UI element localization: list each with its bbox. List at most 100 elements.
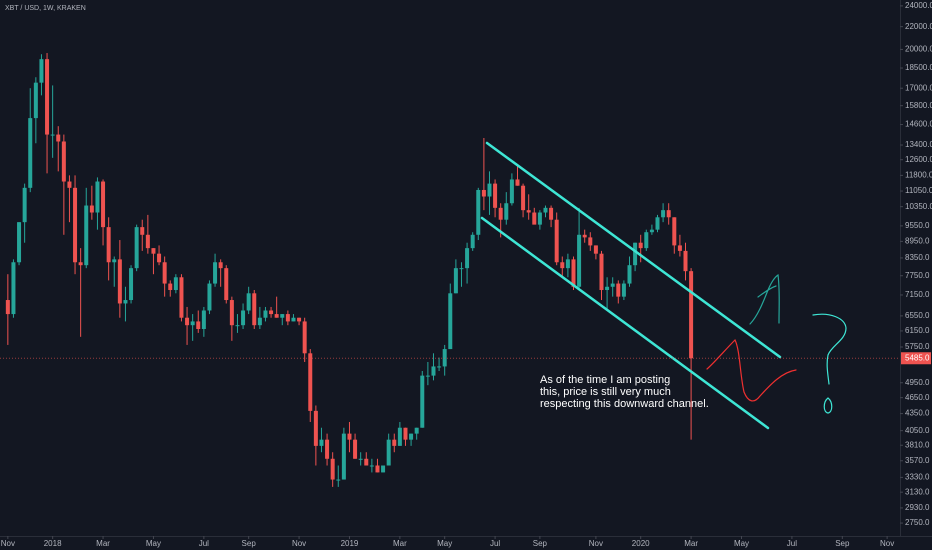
- y-tick-label: 4950.0: [905, 378, 930, 387]
- candle-body: [543, 207, 548, 213]
- candle-body: [504, 203, 509, 220]
- candle-body: [666, 210, 671, 218]
- candle-body: [280, 314, 285, 318]
- y-tick-label: 12600.0: [905, 155, 932, 164]
- candle-body: [252, 293, 257, 326]
- x-tick-label: Mar: [393, 539, 407, 548]
- candle-body: [112, 259, 117, 263]
- y-tick-label: 4350.0: [905, 409, 930, 418]
- candle-body: [218, 262, 223, 269]
- y-tick-label: 4050.0: [905, 426, 930, 435]
- candle-body: [381, 465, 386, 473]
- candle-body: [599, 253, 604, 291]
- candle-body: [229, 300, 234, 326]
- sketch-up: [749, 273, 780, 325]
- candle-body: [353, 439, 358, 459]
- candle-body: [582, 234, 587, 238]
- candle-body: [409, 433, 414, 440]
- candle-body: [207, 283, 212, 311]
- candle-body: [689, 271, 694, 359]
- candle-body: [168, 283, 173, 291]
- candle-body: [515, 179, 520, 186]
- candle-body: [162, 262, 167, 284]
- candle-body: [459, 268, 464, 270]
- candles: [5, 53, 694, 487]
- y-tick-label: 10350.0: [905, 202, 932, 211]
- y-tick-label: 11050.0: [905, 186, 932, 195]
- candle-body: [89, 205, 94, 213]
- y-tick-label: 18500.0: [905, 63, 932, 72]
- candle-body: [50, 134, 55, 136]
- candle-body: [246, 293, 251, 311]
- x-tick-label: 2018: [44, 539, 62, 548]
- candle-body: [11, 262, 16, 315]
- candle-body: [123, 300, 128, 304]
- x-tick-label: Nov: [1, 539, 15, 548]
- candle-body: [521, 185, 526, 211]
- candle-body: [269, 310, 274, 315]
- annotation-line: As of the time I am posting: [540, 374, 670, 386]
- candle-body: [487, 183, 492, 197]
- sketch-question: [812, 313, 847, 385]
- candle-body: [73, 187, 78, 263]
- y-tick-label: 7150.0: [905, 290, 930, 299]
- candle-body: [196, 321, 201, 330]
- x-tick-label: May: [146, 539, 161, 548]
- y-tick-label: 14600.0: [905, 120, 932, 129]
- candle-body: [129, 268, 134, 301]
- candle-body: [263, 310, 268, 318]
- candle-body: [313, 410, 318, 446]
- y-tick-label: 6150.0: [905, 326, 930, 335]
- candle-body: [554, 219, 559, 263]
- y-tick-label: 8350.0: [905, 253, 930, 262]
- channel-lower: [480, 216, 770, 430]
- candle-body: [476, 189, 481, 235]
- candle-body: [84, 205, 89, 266]
- candle-body: [308, 353, 313, 411]
- candle-body: [140, 227, 145, 235]
- candle-body: [241, 310, 246, 326]
- sketch-dot: [823, 397, 833, 414]
- y-tick-label: 8950.0: [905, 236, 930, 245]
- last-price-box: [901, 352, 931, 365]
- candle-body: [297, 317, 302, 322]
- candle-body: [493, 183, 498, 208]
- sketch-down: [706, 338, 797, 402]
- candle-body: [325, 439, 330, 459]
- x-tick-label: Nov: [880, 539, 894, 548]
- candle-body: [330, 458, 335, 480]
- y-tick-label: 3810.0: [905, 440, 930, 449]
- candle-body: [420, 375, 425, 428]
- y-tick-label: 3570.0: [905, 456, 930, 465]
- candle-body: [481, 189, 486, 197]
- candle-body: [369, 465, 374, 467]
- candle-body: [683, 250, 688, 272]
- candle-body: [633, 242, 638, 266]
- candle-body: [453, 268, 458, 294]
- candle-body: [571, 259, 576, 287]
- candle-body: [45, 59, 50, 135]
- x-tick-label: 2020: [632, 539, 650, 548]
- candle-body: [157, 253, 162, 263]
- candle-body: [403, 427, 408, 440]
- candle-body: [134, 227, 139, 269]
- x-tick-label: Jul: [787, 539, 797, 548]
- candle-body: [526, 210, 531, 213]
- candle-body: [190, 321, 195, 326]
- candle-body: [397, 427, 402, 446]
- candle-body: [431, 366, 436, 376]
- candle-body: [661, 210, 666, 218]
- candle-body: [17, 222, 22, 263]
- candle-body: [95, 181, 100, 213]
- x-tick-label: Sep: [242, 539, 257, 548]
- candle-body: [101, 181, 106, 228]
- candle-body: [145, 234, 150, 249]
- candle-body: [577, 234, 582, 287]
- y-tick-label: 3330.0: [905, 472, 930, 481]
- last-price-label: 5485.0: [905, 353, 930, 362]
- candle-body: [291, 317, 296, 322]
- candle-body: [56, 134, 61, 142]
- candle-body: [22, 187, 27, 223]
